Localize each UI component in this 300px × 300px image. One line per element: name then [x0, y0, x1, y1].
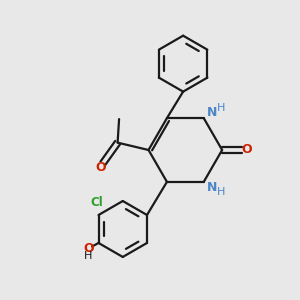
Text: O: O [83, 242, 94, 255]
Text: O: O [242, 143, 253, 157]
Text: H: H [84, 251, 92, 261]
Text: H: H [217, 187, 225, 197]
Text: Cl: Cl [91, 196, 103, 209]
Text: O: O [95, 161, 106, 174]
Text: N: N [207, 106, 217, 119]
Text: N: N [207, 181, 217, 194]
Text: H: H [217, 103, 225, 113]
